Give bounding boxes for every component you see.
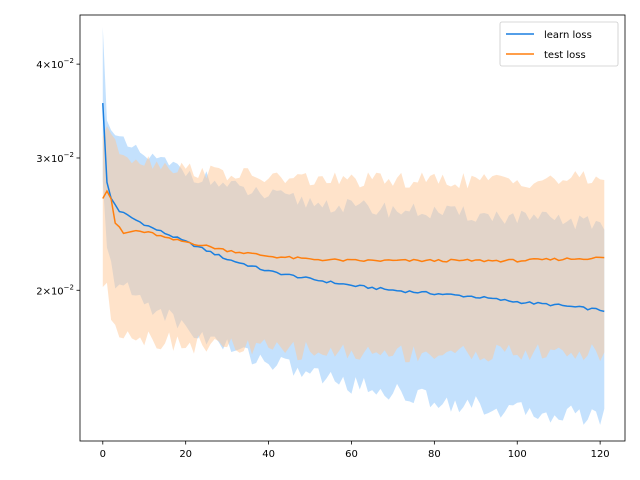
x-tick-label: 20	[179, 449, 192, 460]
test-loss-band	[102, 125, 605, 363]
y-tick-label: 2×10−2	[36, 283, 74, 297]
y-tick-label: 3×10−2	[36, 151, 74, 165]
confidence-bands	[102, 27, 605, 425]
x-tick-label: 120	[591, 449, 610, 460]
test-loss-line	[102, 189, 605, 263]
x-tick-label: 60	[345, 449, 358, 460]
y-tick-label: 4×10−2	[36, 57, 74, 71]
axes-frame	[79, 14, 626, 442]
legend-box	[499, 21, 619, 67]
legend-label: test loss	[544, 50, 586, 61]
x-tick-label: 100	[508, 449, 527, 460]
legend: learn loss test loss	[499, 21, 619, 67]
x-tick-label: 0	[100, 449, 106, 460]
series-lines	[102, 103, 605, 313]
x-axis-ticks: 0 20 40 60 80 100 120	[100, 441, 610, 460]
x-tick-label: 40	[262, 449, 275, 460]
x-tick-label: 80	[428, 449, 441, 460]
legend-label: learn loss	[544, 30, 592, 41]
y-axis-ticks: 2×10−2 3×10−2 4×10−2	[36, 57, 80, 297]
